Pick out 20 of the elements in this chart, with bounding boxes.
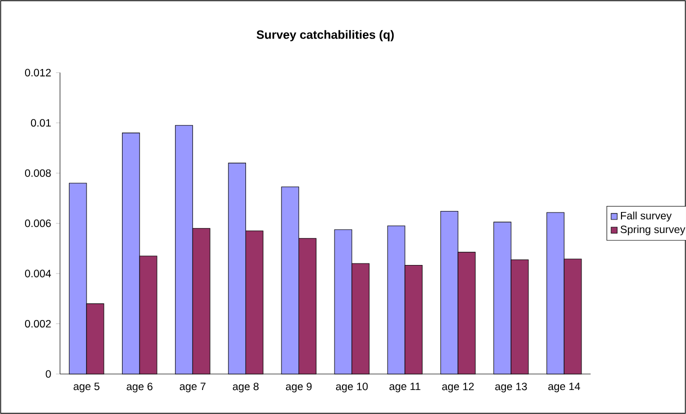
x-tick-label: age 11 bbox=[389, 382, 420, 392]
x-tick-label: age 13 bbox=[495, 382, 527, 392]
x-tick-label: age 5 bbox=[74, 382, 100, 392]
x-tick-label: age 6 bbox=[126, 382, 152, 392]
y-tick-label: 0.002 bbox=[25, 320, 51, 328]
y-tick-label: 0.01 bbox=[30, 119, 51, 127]
legend-label: Spring survey bbox=[620, 225, 686, 236]
x-tick-label: age 10 bbox=[336, 382, 368, 392]
chart-title: Survey catchabilities (q) bbox=[256, 30, 394, 42]
legend-label: Fall survey bbox=[620, 212, 672, 222]
y-tick-label: 0 bbox=[46, 370, 51, 378]
y-tick-label: 0.006 bbox=[25, 220, 51, 228]
y-tick-label: 0.012 bbox=[25, 68, 51, 76]
x-tick-label: age 12 bbox=[442, 382, 474, 392]
y-tick-label: 0.008 bbox=[25, 169, 51, 177]
x-tick-label: age 8 bbox=[232, 382, 259, 392]
x-tick-label: age 14 bbox=[548, 382, 580, 392]
y-tick-label: 0.004 bbox=[25, 270, 51, 278]
x-tick-label: age 7 bbox=[180, 382, 206, 392]
x-tick-label: age 9 bbox=[286, 382, 312, 392]
